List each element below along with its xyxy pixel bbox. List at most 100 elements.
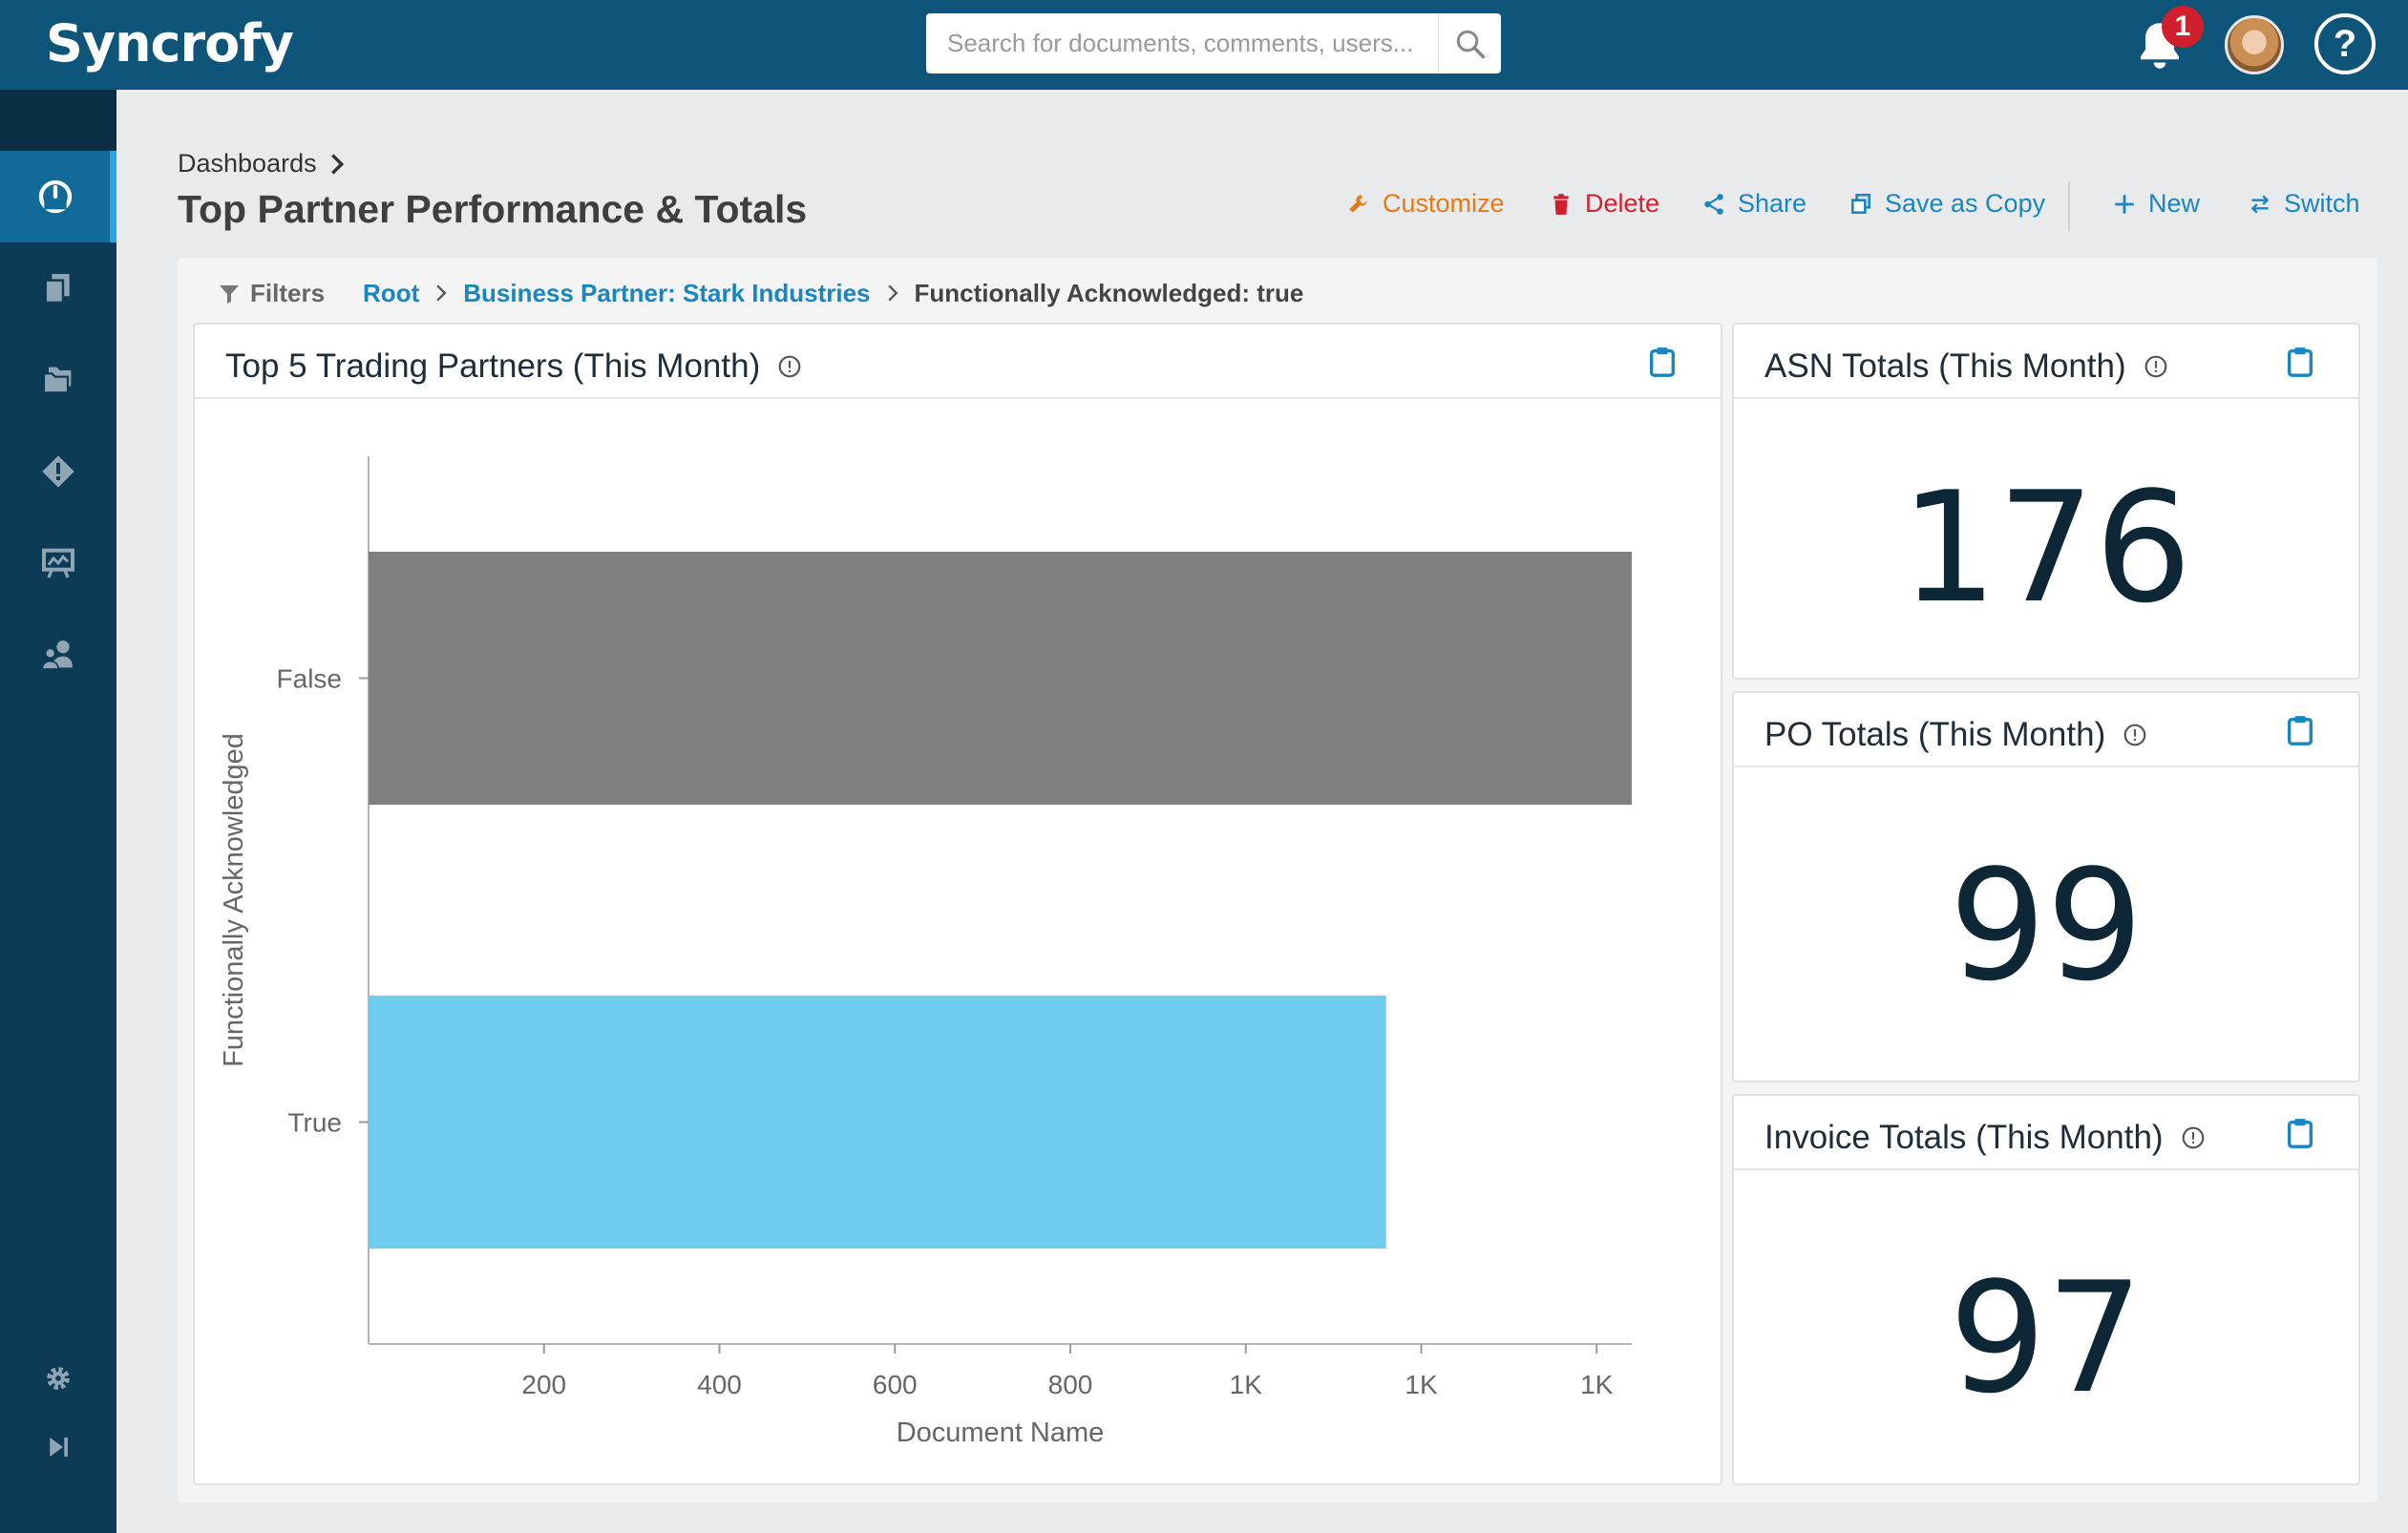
share-label: Share: [1738, 189, 1807, 218]
asn-total-value: 176: [1900, 458, 2192, 637]
speedometer-icon: [38, 179, 72, 214]
panel-header: Invoice Totals (This Month): [1734, 1096, 2358, 1170]
presentation-chart-icon: [42, 548, 74, 578]
y-tick-label-false: False: [277, 664, 342, 694]
sidebar-item-documents[interactable]: [0, 242, 116, 334]
chevron-right-icon: [886, 279, 899, 308]
trash-icon: [1553, 193, 1569, 215]
info-icon[interactable]: [2144, 354, 2168, 379]
documents-icon: [44, 274, 70, 304]
filters-label: Filters: [250, 279, 326, 307]
y-axis-title: Functionally Acknowledged: [219, 733, 249, 1067]
x-tick-label: 600: [873, 1370, 918, 1399]
clipboard-icon[interactable]: [2286, 346, 2314, 378]
x-tick-label: 400: [697, 1370, 742, 1399]
share-button[interactable]: Share: [1701, 189, 1806, 219]
bar-true: [369, 995, 1386, 1250]
panel-title: Top 5 Trading Partners (This Month): [225, 347, 802, 386]
panel-title: ASN Totals (This Month): [1764, 347, 2168, 386]
toolbar-divider: [2068, 181, 2070, 231]
chevron-right-icon: [330, 153, 344, 175]
sidebar-top-strip: [0, 90, 116, 151]
x-tick-label: 1K: [1230, 1370, 1263, 1399]
x-axis-title: Document Name: [897, 1418, 1105, 1448]
po-total-value: 99: [1949, 836, 2144, 1015]
x-tick-label: 200: [521, 1370, 566, 1399]
trading-panel-title: Top 5 Trading Partners (This Month): [225, 347, 761, 385]
info-icon[interactable]: [2181, 1125, 2206, 1150]
invoice-panel-title: Invoice Totals (This Month): [1764, 1119, 2164, 1156]
delete-button[interactable]: Delete: [1549, 189, 1659, 219]
search-box: [926, 13, 1501, 74]
panel-title: Invoice Totals (This Month): [1764, 1119, 2206, 1157]
filter-partner-link[interactable]: Business Partner: Stark Industries: [463, 279, 871, 307]
new-label: New: [2148, 189, 2201, 218]
users-icon: [41, 640, 73, 670]
gear-icon: [47, 1367, 70, 1390]
panel-header: Top 5 Trading Partners (This Month): [195, 325, 1721, 399]
share-icon: [1704, 193, 1723, 215]
sidebar-settings-button[interactable]: [0, 1348, 116, 1409]
search-icon: [1456, 30, 1485, 58]
top-bar: Syncrofy 1 ?: [0, 0, 2408, 90]
sidebar: [0, 90, 116, 1533]
search-button[interactable]: [1438, 13, 1501, 74]
help-button[interactable]: ?: [2314, 13, 2376, 74]
switch-button[interactable]: Switch: [2248, 189, 2360, 219]
clipboard-icon[interactable]: [2286, 714, 2314, 746]
skip-forward-icon: [50, 1438, 68, 1457]
x-tick-label: 1K: [1405, 1370, 1438, 1399]
invoice-total-value: 97: [1949, 1249, 2144, 1427]
invoice-totals-panel: Invoice Totals (This Month) 97: [1732, 1094, 2360, 1485]
trading-partners-chart: False True 200 400 600 800 1K 1K 1K Document Name…: [219, 456, 1632, 1448]
alert-diamond-icon: [42, 455, 74, 488]
clipboard-icon[interactable]: [1648, 346, 1677, 378]
customize-label: Customize: [1383, 189, 1505, 218]
bar-false: [369, 551, 1632, 806]
clipboard-icon[interactable]: [2286, 1117, 2314, 1149]
user-avatar[interactable]: [2225, 15, 2284, 74]
filter-root-link[interactable]: Root: [363, 279, 420, 307]
asn-totals-panel: ASN Totals (This Month) 176: [1732, 323, 2360, 680]
panel-title: PO Totals (This Month): [1764, 716, 2147, 754]
x-tick-label: 800: [1048, 1370, 1093, 1399]
copy-icon: [1851, 193, 1870, 214]
po-totals-panel: PO Totals (This Month) 99: [1732, 691, 2360, 1082]
panel-header: ASN Totals (This Month): [1734, 325, 2358, 399]
sidebar-item-folders[interactable]: [0, 334, 116, 426]
new-button[interactable]: New: [2112, 189, 2200, 219]
filters-toggle[interactable]: Filters: [218, 279, 325, 308]
po-panel-title: PO Totals (This Month): [1764, 716, 2106, 753]
switch-label: Switch: [2284, 189, 2360, 218]
filter-breadcrumb: Filters Root Business Partner: Stark Ind…: [218, 279, 1303, 308]
breadcrumb-dashboards-link[interactable]: Dashboards: [178, 149, 317, 178]
notification-badge: 1: [2162, 6, 2204, 48]
sidebar-item-reports[interactable]: [0, 517, 116, 609]
page-title: Top Partner Performance & Totals: [178, 187, 808, 231]
breadcrumb: Dashboards: [178, 149, 346, 178]
asn-panel-title: ASN Totals (This Month): [1764, 347, 2126, 385]
folders-icon: [42, 367, 72, 394]
y-tick-label-true: True: [287, 1108, 342, 1138]
info-icon[interactable]: [777, 354, 802, 379]
funnel-icon: [220, 284, 239, 304]
plus-icon: [2115, 194, 2134, 214]
syncrofy-logo[interactable]: Syncrofy: [46, 13, 294, 74]
swap-arrows-icon: [2250, 194, 2270, 214]
chevron-right-icon: [434, 279, 448, 308]
info-icon[interactable]: [2123, 723, 2147, 747]
save-as-copy-label: Save as Copy: [1885, 189, 2046, 218]
x-tick-label: 1K: [1580, 1370, 1614, 1399]
panel-header: PO Totals (This Month): [1734, 693, 2358, 767]
sidebar-expand-button[interactable]: [0, 1417, 116, 1478]
search-input[interactable]: [926, 13, 1438, 74]
filter-current: Functionally Acknowledged: true: [914, 279, 1304, 307]
sidebar-item-exceptions[interactable]: [0, 426, 116, 517]
sidebar-item-partners[interactable]: [0, 609, 116, 701]
delete-label: Delete: [1585, 189, 1660, 218]
wrench-icon: [1349, 194, 1367, 213]
sidebar-item-dashboards[interactable]: [0, 151, 116, 242]
customize-button[interactable]: Customize: [1346, 189, 1505, 219]
trading-partners-panel: Top 5 Trading Partners (This Month) Fals…: [193, 323, 1722, 1485]
save-as-copy-button[interactable]: Save as Copy: [1848, 189, 2045, 219]
